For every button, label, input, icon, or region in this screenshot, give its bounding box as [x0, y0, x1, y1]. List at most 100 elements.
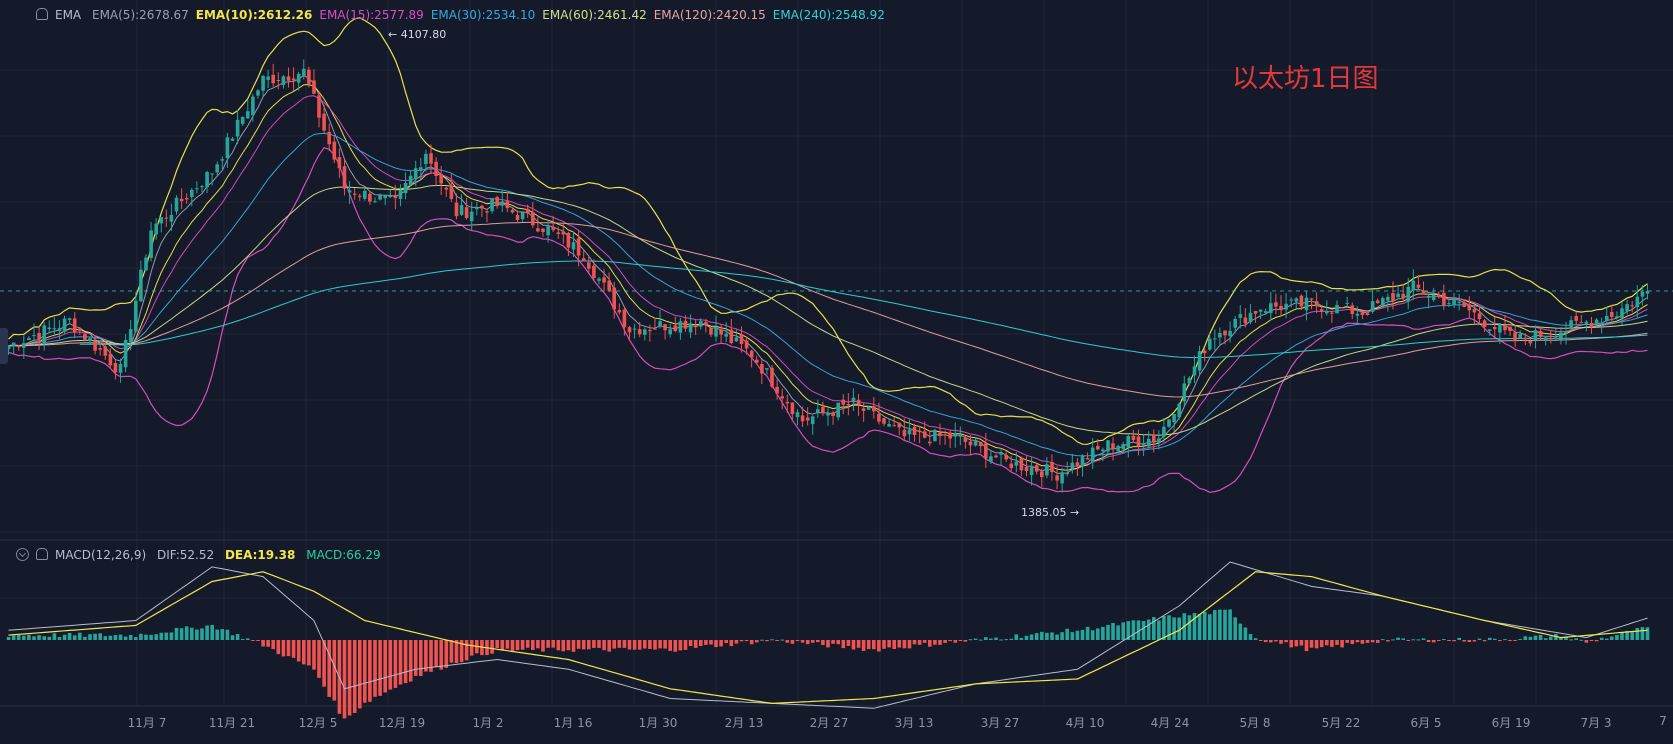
candle-body: [1543, 337, 1548, 340]
macd-histogram-bar: [210, 625, 214, 640]
macd-histogram-bar: [1599, 637, 1604, 640]
macd-histogram-bar: [1009, 638, 1014, 640]
macd-histogram-bar: [1055, 634, 1059, 640]
macd-histogram-bar: [556, 640, 561, 651]
macd-histogram-bar: [1202, 611, 1207, 640]
macd-histogram-bar: [1213, 610, 1217, 640]
macd-histogram-bar: [958, 640, 963, 641]
macd-histogram-bar: [118, 634, 123, 640]
candle-body: [1610, 312, 1614, 317]
macd-histogram-bar: [1330, 640, 1334, 647]
macd-histogram-bar: [1304, 640, 1309, 652]
macd-histogram-bar: [1543, 638, 1548, 640]
macd-histogram-bar: [1034, 633, 1039, 640]
macd-histogram-bar: [47, 636, 52, 640]
macd-histogram-bar: [1126, 621, 1131, 640]
macd-histogram-bar: [1157, 620, 1161, 640]
bell-icon[interactable]: [36, 8, 48, 20]
candle-body: [88, 338, 92, 341]
macd-histogram-bar: [592, 640, 596, 648]
candle-body: [1065, 472, 1069, 475]
macd-histogram-bar: [561, 640, 566, 652]
macd-histogram-bar: [220, 629, 225, 640]
candle-body: [500, 201, 505, 206]
candle-body: [1493, 327, 1497, 330]
macd-histogram-bar: [531, 640, 535, 650]
macd-legend: MACD(12,26,9) DIF:52.52 DEA:19.38 MACD:6…: [16, 548, 388, 562]
macd-histogram-bar: [1029, 634, 1034, 640]
candle-body: [765, 368, 769, 370]
macd-histogram-bar: [887, 640, 891, 648]
macd-histogram-bar: [251, 640, 255, 641]
macd-histogram-bar: [928, 640, 932, 647]
candle-body: [190, 189, 194, 197]
chevron-down-icon[interactable]: [16, 548, 29, 561]
candle-body: [134, 300, 138, 332]
candle-body: [597, 278, 601, 281]
macd-histogram-bar: [1223, 609, 1227, 640]
macd-histogram-bar: [1085, 626, 1090, 640]
macd-histogram-bar: [627, 640, 632, 650]
macd-histogram-bar: [352, 640, 357, 713]
candle-body: [734, 337, 739, 342]
candle-body: [16, 345, 21, 348]
candle-body: [805, 417, 810, 421]
ema-legend-item: EMA(5):2678.67: [91, 8, 189, 22]
macd-histogram-bar: [1391, 639, 1395, 641]
macd-histogram-bar: [307, 640, 311, 666]
candle-body: [1238, 314, 1243, 318]
candle-body: [266, 76, 270, 80]
candle-body: [826, 413, 830, 416]
macd-histogram-bar: [434, 640, 438, 668]
macd-histogram-bar: [1070, 632, 1075, 640]
candle-body: [1213, 338, 1217, 340]
candle-body: [612, 287, 616, 310]
candle-body: [1533, 330, 1538, 340]
candle-body: [1615, 316, 1619, 318]
macd-histogram-bar: [52, 633, 57, 640]
macd-histogram-bar: [800, 640, 805, 643]
macd-histogram-bar: [88, 634, 92, 640]
macd-histogram-bar: [1136, 620, 1141, 640]
candle-body: [1498, 324, 1502, 333]
macd-histogram-bar: [1263, 640, 1268, 643]
candle-body: [755, 359, 759, 363]
candle-body: [424, 153, 428, 165]
macd-histogram-bar: [1325, 640, 1329, 646]
candle-body: [454, 202, 459, 217]
candle-body: [1141, 444, 1146, 446]
candle-body: [302, 68, 306, 76]
candle-body: [251, 96, 255, 116]
candle-body: [1202, 350, 1207, 354]
macd-histogram-bar: [246, 638, 250, 640]
macd-histogram-bar: [943, 640, 947, 643]
candle-body: [113, 363, 118, 373]
macd-histogram-bar: [882, 640, 886, 649]
macd-histogram-bar: [576, 640, 581, 649]
side-panel-handle[interactable]: [0, 328, 8, 364]
candle-body: [653, 328, 657, 330]
ema-title: EMA: [55, 8, 82, 22]
candle-body: [327, 131, 331, 145]
candle-body: [1136, 436, 1141, 447]
candle-body: [1090, 447, 1095, 463]
bollinger-upper: [8, 17, 1648, 445]
ema-legend-item: EMA(240):2548.92: [772, 8, 885, 22]
macd-histogram-bar: [1345, 640, 1349, 643]
macd-dif-line: [8, 561, 1648, 709]
macd-histogram-bar: [1610, 636, 1614, 640]
candle-body: [780, 396, 784, 399]
macd-histogram-bar: [225, 629, 230, 640]
candle-body: [882, 418, 886, 424]
candle-body: [571, 242, 576, 250]
candle-body: [1314, 301, 1319, 307]
macd-histogram-bar: [1187, 615, 1192, 640]
candle-body: [337, 157, 342, 169]
candle-body: [128, 329, 133, 343]
macd-histogram-bar: [826, 640, 830, 648]
macd-histogram-bar: [32, 636, 36, 640]
macd-histogram-bar: [1645, 627, 1650, 640]
bell-icon[interactable]: [36, 548, 48, 560]
macd-histogram-bar: [1365, 640, 1370, 643]
